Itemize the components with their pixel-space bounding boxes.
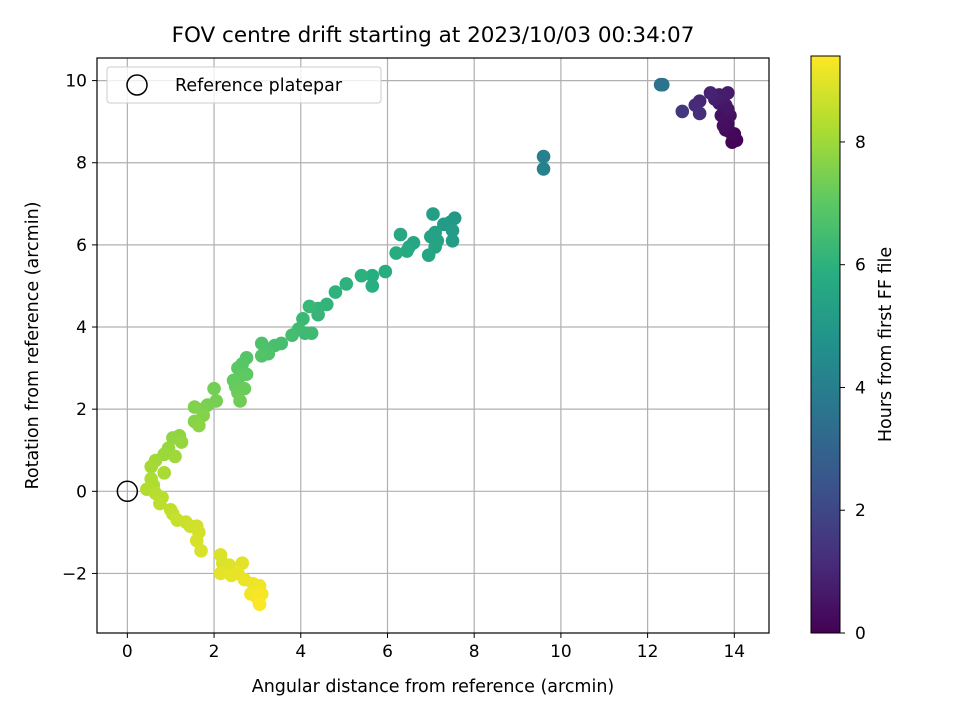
data-point: [153, 496, 167, 511]
data-point: [168, 449, 182, 464]
data-point: [400, 244, 414, 258]
data-point: [207, 381, 221, 396]
y-axis-label: Rotation from reference (arcmin): [23, 202, 43, 490]
y-tick-label: 4: [76, 318, 87, 338]
y-tick-label: 0: [76, 482, 87, 502]
data-point: [285, 328, 299, 343]
x-axis-label: Angular distance from reference (arcmin): [252, 677, 615, 697]
colorbar-label: Hours from first FF file: [876, 247, 896, 442]
data-point: [692, 106, 707, 121]
data-point: [304, 326, 319, 340]
y-tick-label: 2: [76, 400, 87, 420]
data-point: [311, 307, 325, 322]
data-point: [296, 312, 310, 326]
x-tick-label: 14: [723, 642, 745, 662]
data-point: [536, 149, 551, 164]
data-point: [426, 207, 440, 221]
data-point: [365, 268, 380, 283]
reference-point: [116, 480, 139, 503]
legend-box: [106, 66, 382, 104]
colorbar-tick-label: 2: [855, 501, 866, 521]
data-point: [445, 223, 460, 238]
data-point: [536, 162, 551, 176]
x-tick-label: 6: [382, 642, 393, 662]
x-axis-ticks: 0 2 4 6 8 10 12 14: [122, 633, 745, 662]
data-points: [140, 77, 744, 612]
data-point: [365, 279, 380, 293]
data-point: [354, 268, 369, 283]
data-point: [328, 285, 343, 299]
colorbar: [810, 55, 841, 634]
data-point: [254, 336, 269, 351]
data-point: [157, 466, 171, 480]
y-tick-label: 10: [65, 72, 87, 92]
data-point: [144, 459, 158, 474]
x-tick-label: 0: [122, 642, 133, 662]
data-point: [213, 566, 228, 581]
colorbar-tick-label: 6: [855, 256, 866, 276]
y-tick-label: 6: [76, 236, 87, 256]
colorbar-tick-label: 0: [855, 624, 866, 644]
data-point: [235, 556, 250, 570]
reference-marker: [116, 480, 139, 503]
x-tick-label: 2: [209, 642, 220, 662]
data-point: [189, 533, 204, 548]
x-tick-label: 8: [469, 642, 480, 662]
data-point: [187, 400, 202, 414]
data-point: [194, 544, 208, 558]
legend-label: Reference platepar: [175, 76, 343, 96]
data-point: [378, 264, 393, 279]
data-point: [254, 348, 269, 363]
data-point: [445, 233, 460, 248]
data-point: [703, 86, 718, 100]
data-point: [675, 104, 690, 119]
x-tick-label: 12: [637, 642, 659, 662]
data-point: [393, 227, 408, 242]
data-point: [389, 246, 403, 260]
data-point: [233, 394, 247, 408]
plot-frame: [96, 57, 770, 634]
data-point: [174, 435, 189, 449]
legend: Reference platepar: [106, 66, 382, 104]
data-point: [252, 597, 267, 612]
y-tick-label: 8: [76, 154, 87, 174]
chart-title: FOV centre drift starting at 2023/10/03 …: [172, 23, 695, 48]
data-point: [339, 277, 354, 291]
y-tick-label: −2: [62, 564, 87, 584]
data-point: [655, 77, 670, 92]
x-tick-label: 10: [550, 642, 572, 662]
data-point: [222, 558, 237, 573]
colorbar-tick-label: 8: [855, 133, 866, 153]
x-tick-label: 4: [295, 642, 306, 662]
legend-marker: [126, 74, 148, 96]
data-point: [421, 248, 436, 262]
colorbar-ticks: 0 2 4 6 8: [840, 133, 866, 644]
colorbar-tick-label: 4: [855, 378, 866, 398]
data-point: [302, 299, 317, 314]
data-point: [716, 118, 731, 133]
y-axis-ticks: −2 0 2 4 6 8 10: [62, 72, 97, 584]
data-point: [192, 418, 206, 433]
